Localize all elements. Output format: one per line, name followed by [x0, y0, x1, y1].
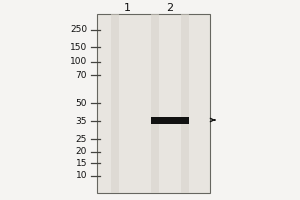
Bar: [181, 14, 189, 193]
Text: 35: 35: [76, 116, 87, 126]
Text: 70: 70: [76, 71, 87, 79]
Bar: [111, 14, 119, 193]
Text: 50: 50: [76, 98, 87, 108]
Text: 250: 250: [70, 25, 87, 34]
Text: 150: 150: [70, 43, 87, 51]
Bar: [97, 14, 210, 193]
Text: 15: 15: [76, 158, 87, 168]
Text: 10: 10: [76, 171, 87, 180]
Text: 25: 25: [76, 134, 87, 144]
Text: 2: 2: [167, 3, 174, 13]
Bar: [151, 116, 189, 123]
Text: 1: 1: [124, 3, 130, 13]
Text: 100: 100: [70, 58, 87, 66]
Text: 20: 20: [76, 148, 87, 156]
Bar: [151, 14, 159, 193]
